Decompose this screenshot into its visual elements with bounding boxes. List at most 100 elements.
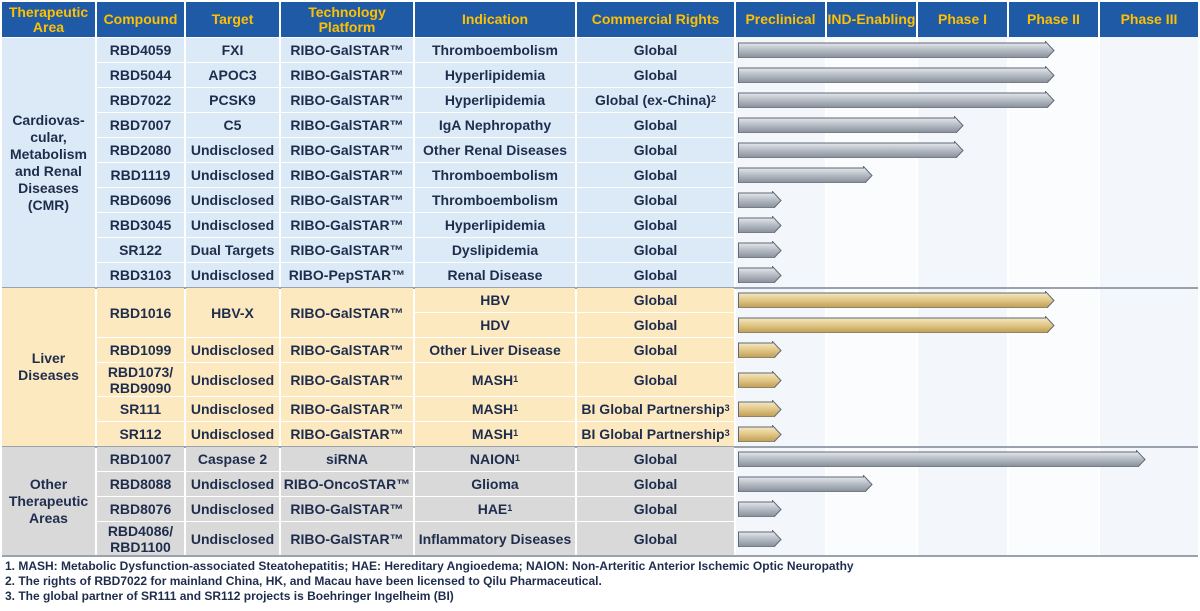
target-cell-text: Undisclosed — [190, 426, 275, 442]
header-compound: Compound — [97, 2, 184, 37]
platform-cell: RIBO-GalSTAR™ — [281, 163, 413, 187]
platform-cell: RIBO-GalSTAR™ — [281, 422, 413, 446]
platform-cell-text: RIBO-GalSTAR™ — [290, 530, 404, 547]
target-cell-text: HBV-X — [211, 304, 254, 321]
platform-cell-text: RIBO-GalSTAR™ — [290, 304, 404, 321]
commercial-rights-cell: Global — [577, 288, 734, 312]
progress-bar — [738, 116, 964, 133]
area-other-therapeutic: Other Therapeutic Areas — [2, 447, 95, 555]
indication-cell: Other Renal Diseases — [415, 138, 575, 162]
target-cell-text: Undisclosed — [190, 401, 275, 417]
progress-arrow — [738, 400, 782, 417]
indication-cell-text: Thromboembolism — [431, 167, 558, 183]
commercial-rights-cell-text: Global — [633, 242, 678, 258]
indication-cell-text: Glioma — [471, 476, 519, 492]
target-cell: HBV-X — [186, 288, 279, 337]
target-cell-text: Undisclosed — [190, 267, 275, 283]
compound-cell-text: RBD4086/ RBD1100 — [107, 522, 174, 555]
header-phase-3: Phase III — [1100, 2, 1198, 37]
commercial-rights-cell: Global — [577, 472, 734, 496]
indication-cell-text: HBV — [480, 292, 510, 308]
compound-cell: SR122 — [97, 238, 184, 262]
target-cell: PCSK9 — [186, 88, 279, 112]
indication-cell-text: Thromboembolism — [431, 42, 558, 58]
commercial-rights-cell: Global — [577, 363, 734, 396]
platform-cell: RIBO-GalSTAR™ — [281, 88, 413, 112]
target-cell-text: Dual Targets — [190, 242, 275, 258]
header-commercial-rights: Commercial Rights — [577, 2, 734, 37]
progress-arrow — [738, 371, 782, 388]
commercial-rights-cell-text: Global — [633, 267, 678, 283]
platform-cell-text: RIBO-GalSTAR™ — [290, 92, 404, 108]
commercial-rights-cell: BI Global Partnership 3 — [577, 397, 734, 421]
header-phase-ind-enabling: IND-Enabling — [827, 2, 916, 37]
progress-arrow — [738, 91, 1055, 108]
indication-cell: HBV — [415, 288, 575, 312]
target-cell-text: Undisclosed — [190, 371, 275, 388]
progress-bar — [738, 166, 873, 183]
progress-arrow — [738, 216, 782, 233]
commercial-rights-cell: Global — [577, 188, 734, 212]
commercial-rights-cell-text: Global — [633, 501, 678, 517]
commercial-rights-cell: Global — [577, 497, 734, 521]
compound-cell: RBD1119 — [97, 163, 184, 187]
header-phase-1: Phase I — [918, 2, 1007, 37]
progress-arrow — [738, 66, 1055, 83]
header-therapeutic-area: Therapeutic Area — [2, 2, 95, 37]
platform-cell: RIBO-GalSTAR™ — [281, 522, 413, 555]
compound-cell-text: RBD8076 — [109, 501, 172, 517]
platform-cell: RIBO-GalSTAR™ — [281, 138, 413, 162]
platform-cell-text: RIBO-GalSTAR™ — [290, 342, 404, 358]
target-cell: APOC3 — [186, 63, 279, 87]
compound-cell-text: RBD3045 — [109, 217, 172, 233]
progress-bar — [738, 371, 782, 388]
compound-cell-text: RBD1099 — [109, 342, 172, 358]
compound-cell-text: SR111 — [119, 401, 162, 417]
compound-cell: RBD1016 — [97, 288, 184, 337]
progress-bar — [738, 400, 782, 417]
commercial-rights-cell-text: Global — [633, 117, 678, 133]
target-cell: Undisclosed — [186, 422, 279, 446]
pipeline-table: Therapeutic Area Compound Target Technol… — [2, 2, 1198, 557]
area-cmr: Cardiovas- cular, Metabolism and Renal D… — [2, 38, 95, 287]
progress-bar — [738, 216, 782, 233]
platform-cell-text: RIBO-OncoSTAR™ — [283, 476, 411, 492]
target-cell: Undisclosed — [186, 472, 279, 496]
compound-cell-text: RBD1119 — [110, 167, 171, 183]
indication-cell: HAE 1 — [415, 497, 575, 521]
indication-cell: Thromboembolism — [415, 38, 575, 62]
commercial-rights-cell: Global — [577, 522, 734, 555]
commercial-rights-cell-text: Global — [633, 142, 678, 158]
commercial-rights-cell: Global — [577, 138, 734, 162]
progress-arrow — [738, 316, 1055, 333]
progress-bar — [738, 241, 782, 258]
target-cell-text: FXI — [221, 42, 244, 58]
platform-cell: RIBO-GalSTAR™ — [281, 238, 413, 262]
platform-cell: RIBO-GalSTAR™ — [281, 213, 413, 237]
compound-cell: SR111 — [97, 397, 184, 421]
footnote-1: 1. MASH: Metabolic Dysfunction-associate… — [5, 559, 854, 573]
compound-cell: RBD8088 — [97, 472, 184, 496]
commercial-rights-cell-text: Global — [633, 42, 678, 58]
footnote-2: 2. The rights of RBD7022 for mainland Ch… — [5, 574, 602, 588]
compound-cell: RBD7022 — [97, 88, 184, 112]
platform-cell: RIBO-GalSTAR™ — [281, 188, 413, 212]
progress-bar — [738, 425, 782, 442]
compound-cell-text: RBD2080 — [109, 142, 172, 158]
compound-cell-text: RBD1007 — [109, 451, 172, 467]
compound-cell-text: RBD1073/ RBD9090 — [107, 363, 174, 396]
indication-cell: MASH 1 — [415, 363, 575, 396]
platform-cell-text: RIBO-GalSTAR™ — [290, 242, 404, 258]
target-cell-text: APOC3 — [208, 67, 257, 83]
compound-cell-text: RBD1016 — [109, 304, 172, 321]
commercial-rights-cell: Global — [577, 63, 734, 87]
target-cell-text: Undisclosed — [190, 142, 275, 158]
progress-bar — [738, 41, 1055, 58]
target-cell: Dual Targets — [186, 238, 279, 262]
commercial-rights-cell-text: Global — [633, 451, 678, 467]
commercial-rights-cell-text: Global — [633, 217, 678, 233]
commercial-rights-cell-text: Global — [633, 476, 678, 492]
target-cell-text: Undisclosed — [190, 167, 275, 183]
commercial-rights-cell-text: BI Global Partnership — [581, 401, 725, 417]
target-cell: Undisclosed — [186, 163, 279, 187]
